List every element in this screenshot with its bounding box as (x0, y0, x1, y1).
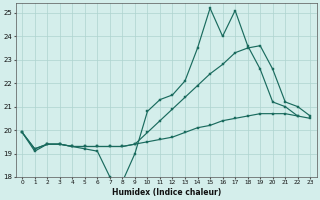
X-axis label: Humidex (Indice chaleur): Humidex (Indice chaleur) (112, 188, 221, 197)
